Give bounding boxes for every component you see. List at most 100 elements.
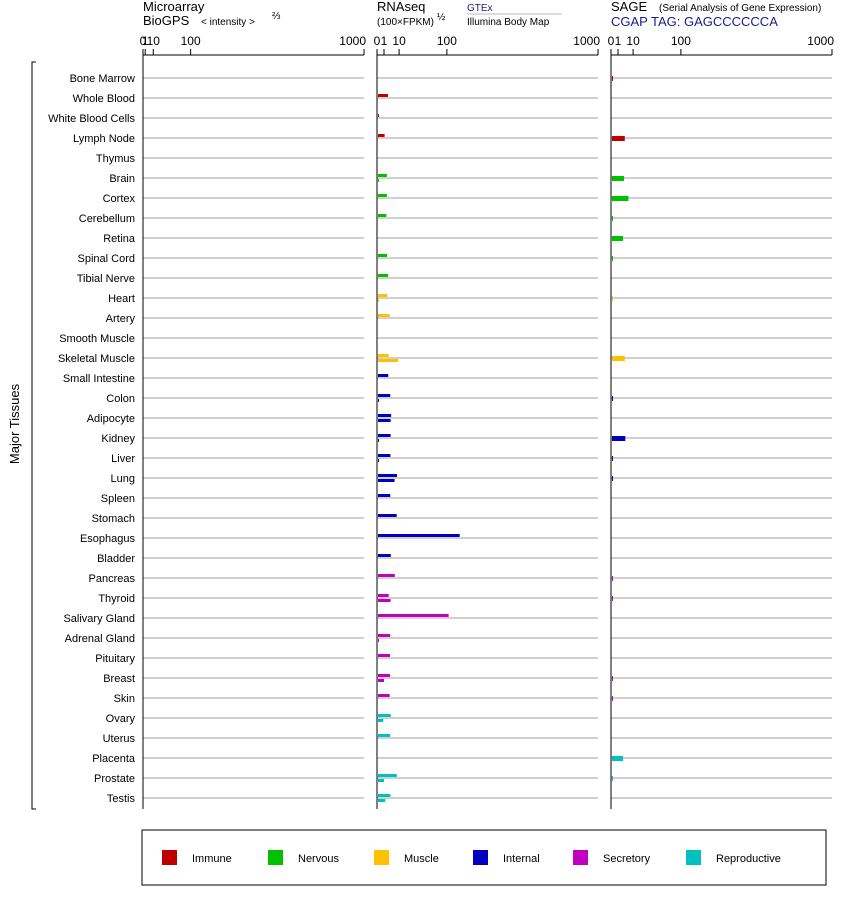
tissue-label: Stomach	[92, 513, 135, 525]
tissue-label: Lymph Node	[73, 133, 135, 145]
rnaseq-bar	[378, 734, 391, 737]
legend-swatch-nervous	[268, 850, 283, 865]
tissue-label: Spleen	[101, 493, 135, 505]
legend-label-reproductive: Reproductive	[716, 853, 781, 865]
legend-label-secretory: Secretory	[603, 853, 651, 865]
rnaseq-bar	[378, 134, 385, 137]
sage-tick-label: 1	[615, 34, 622, 48]
rnaseq-bar	[378, 419, 391, 422]
rnaseq-bar	[378, 114, 379, 117]
sage-bar	[612, 756, 624, 761]
sage-bar	[612, 576, 613, 581]
tissue-label: Cerebellum	[79, 213, 135, 225]
sage-bar	[612, 776, 613, 781]
rnaseq-bar	[378, 254, 388, 257]
sage-tick-label: 100	[671, 34, 691, 48]
sage-tick-label: 10	[626, 34, 640, 48]
tissue-label: Kidney	[101, 433, 135, 445]
sage-bar	[612, 296, 613, 301]
tissue-label: Ovary	[106, 713, 136, 725]
rnaseq-bar	[378, 514, 397, 517]
y-axis-bracket	[31, 61, 36, 810]
rnaseq-tick-label: 1	[381, 34, 388, 48]
tissue-label: Smooth Muscle	[59, 333, 135, 345]
rnaseq-source-illumina: Illumina Body Map	[467, 17, 550, 28]
rnaseq-bar	[378, 454, 391, 457]
rnaseq-bar	[378, 174, 387, 177]
microarray-title: Microarray	[143, 0, 205, 14]
rnaseq-bar	[378, 774, 397, 777]
rnaseq-bar	[378, 719, 384, 722]
tissue-label: Adipocyte	[87, 413, 135, 425]
legend-label-muscle: Muscle	[404, 853, 439, 865]
sage-bar	[612, 256, 613, 261]
sage-bar	[612, 136, 625, 141]
legend-swatch-secretory	[573, 850, 588, 865]
bar-layer	[378, 76, 629, 802]
sage-header: SAGE (Serial Analysis of Gene Expression…	[611, 0, 821, 29]
sage-bar	[612, 176, 625, 181]
legend-swatch-internal	[473, 850, 488, 865]
rnaseq-bar	[378, 414, 392, 417]
tissue-label: Small Intestine	[63, 373, 135, 385]
rnaseq-bar	[378, 779, 384, 782]
sage-bar	[612, 216, 613, 221]
tissue-label: Bone Marrow	[70, 73, 135, 85]
rnaseq-bar	[378, 299, 379, 302]
microarray-scale-exponent: ⅔	[272, 11, 281, 22]
tissue-label: White Blood Cells	[48, 113, 135, 125]
rnaseq-bar	[378, 194, 387, 197]
microarray-tick-label: 10	[147, 34, 161, 48]
microarray-tick-label: 100	[181, 34, 201, 48]
sage-bar	[612, 236, 624, 241]
rnaseq-bar	[378, 399, 379, 402]
rnaseq-bar	[378, 639, 379, 642]
rnaseq-bar	[378, 374, 389, 377]
rnaseq-bar	[378, 479, 395, 482]
tissue-label: Thyroid	[98, 593, 135, 605]
microarray-scale-note: < intensity >	[201, 17, 255, 28]
tissue-label: Whole Blood	[73, 93, 135, 105]
sage-bar	[612, 456, 613, 461]
rnaseq-bar	[378, 599, 391, 602]
sage-tick-label: 1000	[807, 34, 834, 48]
rnaseq-bar	[378, 94, 389, 97]
rnaseq-source-gtex: GTEx	[467, 3, 493, 14]
legend-swatch-immune	[162, 850, 177, 865]
rnaseq-bar	[378, 534, 460, 537]
sage-bar	[612, 396, 613, 401]
tissue-label: Thymus	[96, 153, 136, 165]
rnaseq-bar	[378, 474, 398, 477]
tissue-label: Lung	[111, 473, 135, 485]
tissue-label: Testis	[107, 793, 136, 805]
tissue-label: Tibial Nerve	[77, 273, 135, 285]
legend-swatch-muscle	[374, 850, 389, 865]
rnaseq-bar	[378, 434, 391, 437]
tissue-label: Prostate	[94, 773, 135, 785]
rnaseq-tick-label: 10	[392, 34, 406, 48]
tissue-label: Artery	[106, 313, 136, 325]
tissue-label: Colon	[106, 393, 135, 405]
rnaseq-bar	[378, 294, 388, 297]
sage-bar	[612, 196, 629, 201]
rnaseq-bar	[378, 179, 379, 182]
rnaseq-bar	[378, 594, 389, 597]
rnaseq-bar	[378, 614, 449, 617]
tissue-label: Pancreas	[89, 573, 136, 585]
y-axis-label: Major Tissues	[7, 383, 22, 464]
tissue-labels: Bone Marrow Whole Blood White Blood Cells L…	[48, 73, 136, 805]
legend-swatch-reproductive	[686, 850, 701, 865]
tissue-label: Placenta	[92, 753, 136, 765]
rnaseq-bar	[378, 574, 395, 577]
sage-title: SAGE	[611, 0, 647, 14]
microarray-tick-label: 0	[140, 34, 147, 48]
rnaseq-bar	[378, 799, 386, 802]
microarray-source: BioGPS	[143, 13, 190, 28]
rnaseq-bar	[378, 694, 390, 697]
microarray-header: Microarray BioGPS < intensity > ⅔	[143, 0, 281, 28]
rnaseq-bar	[378, 714, 391, 717]
tissue-label: Spinal Cord	[78, 253, 135, 265]
rnaseq-bar	[378, 634, 391, 637]
rnaseq-bar	[378, 314, 390, 317]
rnaseq-bar	[378, 274, 389, 277]
